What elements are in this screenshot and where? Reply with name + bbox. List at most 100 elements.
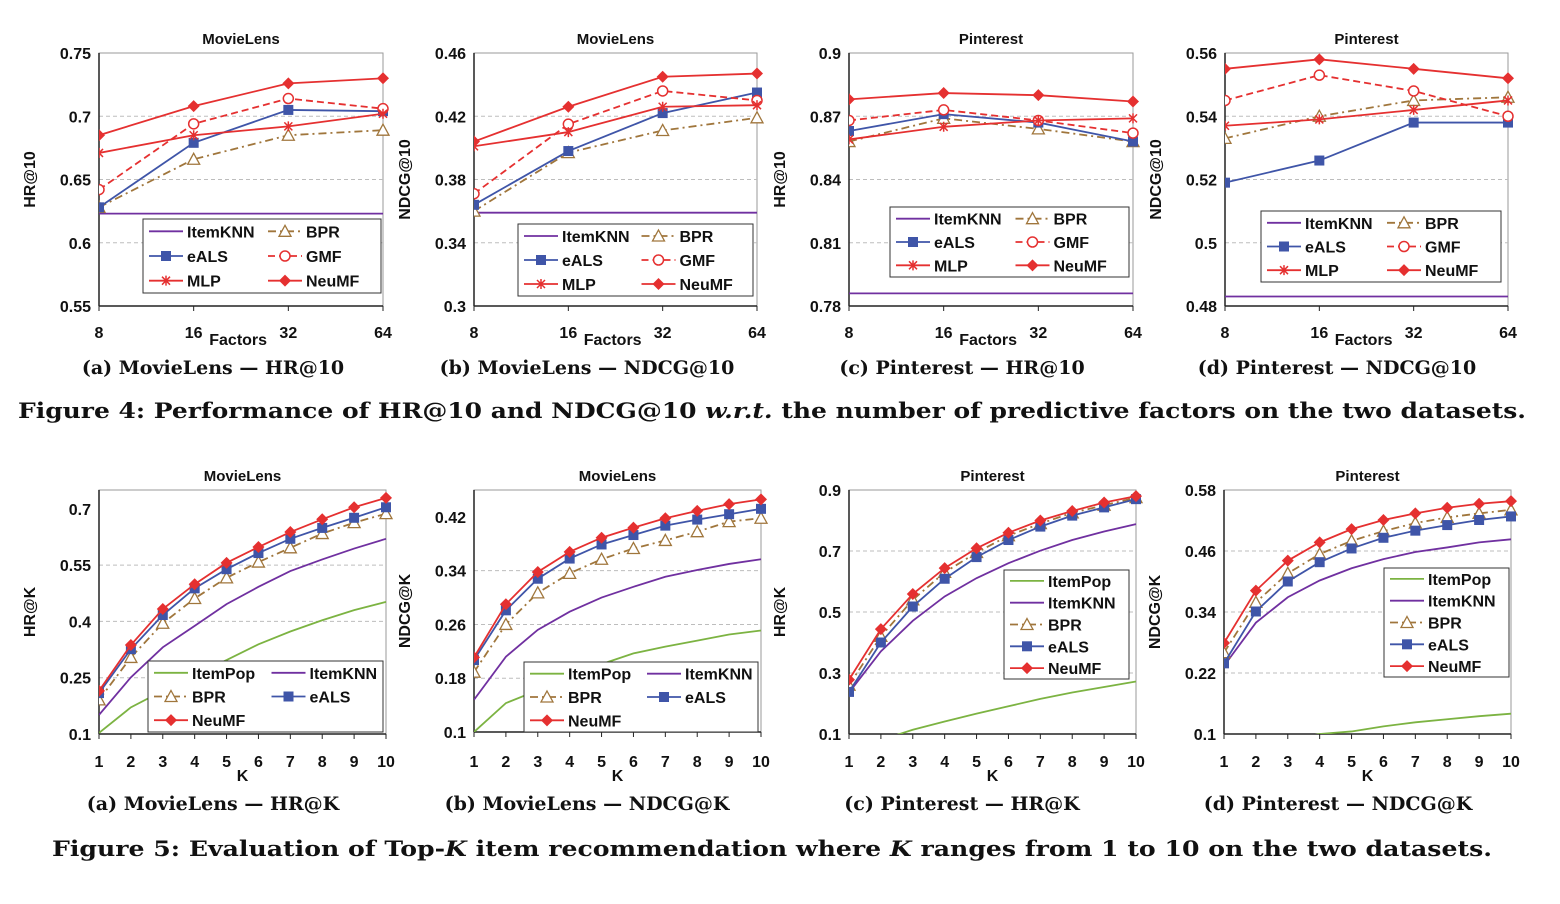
x-tick-label: 3 bbox=[533, 754, 542, 771]
series-line-gmf bbox=[474, 90, 758, 195]
x-tick-label: 64 bbox=[374, 325, 392, 342]
series-line-eals bbox=[849, 113, 1134, 143]
y-tick-label: 0.7 bbox=[69, 109, 91, 126]
x-tick-label: 9 bbox=[1475, 754, 1484, 771]
triangle-marker bbox=[163, 689, 179, 703]
x-tick-label: 64 bbox=[1499, 325, 1517, 342]
diamond-marker bbox=[1505, 495, 1517, 508]
x-tick-label: 1 bbox=[1220, 754, 1229, 771]
diamond-marker bbox=[188, 578, 201, 591]
legend-label: ItemKNN bbox=[1048, 596, 1116, 613]
series-line-bpr bbox=[849, 496, 1137, 686]
subcaption: (d) Pinterest — NDCG@K bbox=[1204, 793, 1474, 815]
chart-title: Pinterest bbox=[960, 468, 1024, 485]
triangle-marker bbox=[375, 122, 391, 136]
legend-entry: BPR bbox=[268, 223, 340, 241]
x-tick-label: 10 bbox=[1127, 754, 1145, 771]
y-tick-label: 0.65 bbox=[60, 173, 91, 190]
y-tick-label: 0.22 bbox=[1185, 666, 1216, 683]
square-marker bbox=[875, 637, 886, 648]
chart-title: MovieLens bbox=[202, 31, 280, 48]
x-tick-label: 3 bbox=[1283, 754, 1292, 771]
series-group bbox=[99, 72, 391, 215]
square-marker bbox=[317, 522, 328, 533]
x-tick-label: 5 bbox=[972, 754, 981, 771]
legend-entry: eALS bbox=[1267, 240, 1346, 257]
y-tick-label: 0.1 bbox=[1194, 727, 1216, 744]
series-line-neumf bbox=[849, 495, 1137, 681]
triangle-marker bbox=[690, 524, 705, 538]
y-tick-label: 0.18 bbox=[435, 671, 466, 688]
legend-label: NeuMF bbox=[568, 713, 622, 730]
square-marker bbox=[532, 573, 543, 584]
y-tick-label: 0.54 bbox=[1186, 109, 1217, 126]
x-tick-label: 6 bbox=[1004, 754, 1013, 771]
diamond-marker bbox=[282, 77, 295, 90]
y-tick-label: 0.34 bbox=[435, 236, 466, 253]
diamond-marker bbox=[691, 504, 704, 517]
diamond-marker bbox=[279, 274, 291, 287]
legend-label: BPR bbox=[192, 690, 226, 707]
charts: 0.550.60.650.70.758 16 32 64MovieLensFactor… bbox=[22, 31, 1520, 815]
triangle-marker bbox=[283, 540, 298, 554]
legend-entry: GMF bbox=[268, 249, 342, 266]
x-tick-label: 8 bbox=[1068, 754, 1077, 771]
x-tick-label: 16 bbox=[185, 325, 203, 342]
caption-text: Figure 5: Evaluation of Top- bbox=[52, 836, 445, 861]
diamond-marker bbox=[563, 545, 576, 558]
legend: ItemKNN BPR eALS GMF MLP NeuMF bbox=[1260, 210, 1502, 283]
asterisk-marker bbox=[1128, 113, 1138, 124]
legend-entry: ItemKNN bbox=[1267, 216, 1373, 233]
diamond-marker bbox=[1026, 259, 1039, 272]
asterisk-marker bbox=[99, 147, 104, 158]
circle-marker bbox=[1026, 236, 1039, 248]
triangle-marker bbox=[655, 123, 670, 137]
triangle-marker bbox=[123, 650, 138, 664]
diamond-marker bbox=[187, 100, 200, 113]
series-line-bpr bbox=[474, 116, 758, 212]
diamond-marker bbox=[165, 714, 177, 727]
asterisk-marker bbox=[658, 101, 668, 112]
legend: ItemKNN BPR eALS GMF MLP NeuMF bbox=[889, 206, 1130, 278]
x-axis-label: K bbox=[612, 768, 624, 785]
square-marker bbox=[563, 146, 574, 157]
chart-title: Pinterest bbox=[959, 31, 1023, 48]
series-line-eals bbox=[1224, 515, 1512, 664]
legend: ItemPop ItemKNN BPR eALS NeuMF bbox=[523, 661, 759, 733]
square-marker bbox=[1474, 514, 1485, 525]
y-axis-label: HR@K bbox=[772, 586, 789, 637]
x-tick-label: 6 bbox=[1379, 754, 1388, 771]
y-tick-label: 0.1 bbox=[69, 727, 91, 744]
square-marker bbox=[1250, 606, 1261, 617]
diamond-marker bbox=[99, 684, 105, 697]
diamond-marker bbox=[1032, 89, 1045, 102]
square-marker bbox=[283, 691, 294, 702]
diamond-marker bbox=[1398, 264, 1410, 277]
legend-entry: ItemPop bbox=[530, 667, 631, 684]
x-tick-label: 2 bbox=[1251, 754, 1260, 771]
asterisk-marker bbox=[1225, 120, 1230, 131]
series-line-mlp bbox=[474, 104, 758, 148]
x-tick-label: 32 bbox=[1029, 325, 1047, 342]
triangle-marker bbox=[251, 554, 266, 568]
circle-marker bbox=[99, 183, 105, 196]
x-tick-label: 8 bbox=[470, 325, 479, 342]
x-axis-label: Factors bbox=[209, 332, 267, 349]
asterisk-marker bbox=[908, 260, 918, 271]
legend-label: NeuMF bbox=[1048, 661, 1102, 678]
x-tick-label: 8 bbox=[693, 754, 702, 771]
series-group bbox=[474, 67, 765, 217]
x-tick-label: 8 bbox=[1221, 325, 1230, 342]
series-line-bpr bbox=[474, 517, 762, 673]
diamond-marker bbox=[627, 521, 640, 534]
subcaption: (b) MovieLens — NDCG@10 bbox=[440, 357, 735, 379]
figure4-caption: Figure 4: Performance of HR@10 and NDCG@… bbox=[18, 398, 1526, 423]
square-marker bbox=[474, 199, 479, 210]
x-tick-label: 5 bbox=[1347, 754, 1356, 771]
series-line-gmf bbox=[99, 97, 384, 191]
triangle-marker bbox=[315, 526, 330, 540]
diamond-marker bbox=[1407, 62, 1420, 75]
x-tick-label: 32 bbox=[654, 325, 672, 342]
y-tick-label: 0.81 bbox=[810, 236, 841, 253]
x-tick-label: 8 bbox=[95, 325, 104, 342]
